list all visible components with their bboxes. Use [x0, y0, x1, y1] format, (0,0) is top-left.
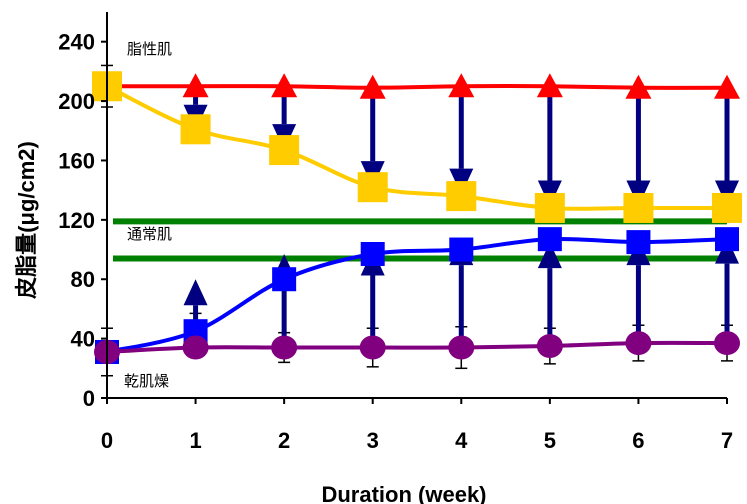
marker-s2-4 — [449, 237, 474, 262]
marker-s0-2 — [271, 73, 298, 98]
marker-s3-3 — [359, 335, 386, 360]
marker-s2-6 — [626, 230, 651, 255]
series-line-0 — [107, 84, 728, 90]
marker-s3-5 — [536, 334, 563, 359]
marker-s0-6 — [625, 74, 652, 99]
x-tick-label-0: 0 — [101, 428, 113, 453]
zone-label-2: 乾肌燥 — [124, 373, 169, 390]
tick-labels: 0 40 80 120 160 200 240 0 1 2 3 4 5 6 7 — [58, 30, 733, 453]
marker-s1-2 — [269, 135, 300, 166]
marker-s0-7 — [714, 74, 740, 99]
y-tick-label-3: 120 — [58, 208, 95, 233]
x-tick-label-1: 1 — [189, 428, 201, 453]
zone-label-0: 脂性肌 — [127, 41, 172, 58]
marker-s2-3 — [360, 241, 385, 266]
marker-s2-5 — [537, 227, 562, 252]
marker-s0-5 — [536, 73, 563, 98]
x-tick-label-7: 7 — [721, 428, 733, 453]
y-tick-label-0: 0 — [83, 386, 95, 411]
marker-s0-4 — [448, 73, 475, 98]
marker-s3-7 — [714, 331, 740, 356]
x-tick-label-2: 2 — [278, 428, 290, 453]
marker-s0-3 — [359, 74, 386, 99]
x-tick-label-3: 3 — [367, 428, 379, 453]
y-tick-label-6: 240 — [58, 30, 95, 55]
up-arrow-1-head — [183, 279, 208, 306]
marker-s1-6 — [623, 192, 654, 223]
marker-s2-7 — [715, 227, 739, 252]
y-tick-label-5: 200 — [58, 89, 95, 114]
axes — [101, 12, 728, 404]
marker-s0-1 — [182, 73, 209, 98]
change-arrows — [183, 87, 739, 348]
x-tick-label-6: 6 — [632, 428, 644, 453]
marker-s2-2 — [272, 267, 297, 292]
x-axis-title: Duration (week) — [321, 482, 486, 504]
marker-s1-7 — [712, 192, 742, 223]
zone-label-1: 通常肌 — [127, 226, 172, 243]
marker-s1-4 — [446, 181, 477, 212]
x-tick-label-4: 4 — [455, 428, 468, 453]
x-tick-label-5: 5 — [544, 428, 556, 453]
marker-s1-3 — [357, 172, 388, 203]
marker-s1-5 — [534, 192, 565, 223]
up-arrow-5-head — [537, 242, 562, 269]
marker-s3-4 — [448, 335, 475, 360]
marker-s3-2 — [271, 335, 298, 360]
y-tick-label-1: 40 — [71, 327, 95, 352]
marker-s3-1 — [182, 335, 209, 360]
y-tick-label-2: 80 — [71, 267, 95, 292]
y-axis-title: 皮脂量(μg/cm2) — [14, 141, 39, 299]
marker-s1-1 — [180, 114, 211, 145]
data-markers — [92, 71, 742, 364]
marker-s3-6 — [625, 331, 652, 356]
y-tick-label-4: 160 — [58, 148, 95, 173]
